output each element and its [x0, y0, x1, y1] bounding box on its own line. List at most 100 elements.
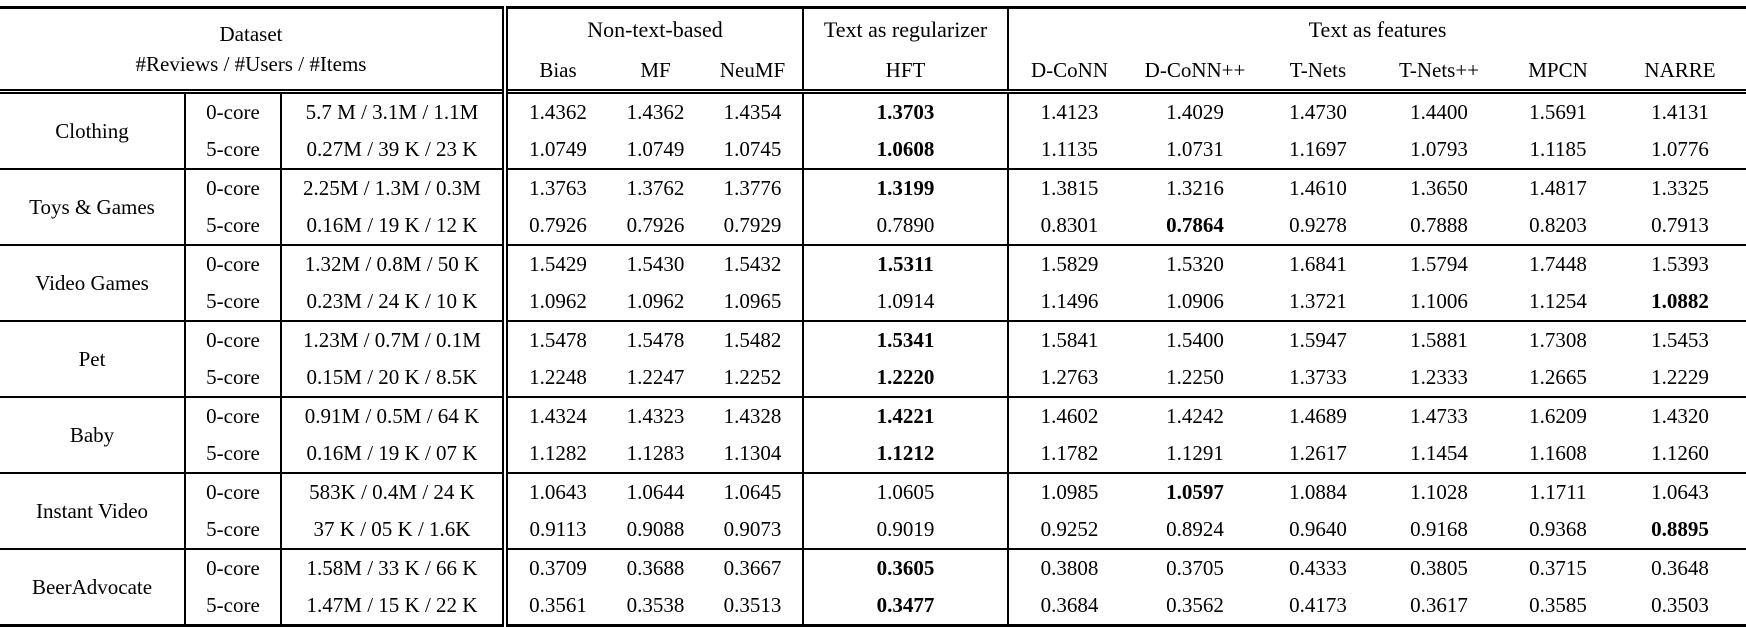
value-cell: 0.3617: [1410, 593, 1468, 618]
value-cell: 1.5311: [802, 244, 1009, 283]
core-cell: 0-core: [185, 472, 282, 511]
value-cell: 1.0962: [502, 283, 608, 321]
value-cell: 1.0914: [802, 283, 1009, 321]
core-cell: 0-core: [185, 90, 282, 131]
value-cell: 1.5947: [1260, 320, 1376, 359]
table-row: Instant Video 0-core 583K / 0.4M / 24 K 1.0…: [0, 472, 1746, 549]
value-cell: 1.0644: [608, 472, 703, 511]
value-cell: 1.5429: [502, 244, 608, 283]
value-cell: 1.0985: [1008, 472, 1130, 511]
value-cell: 0.9113: [502, 511, 608, 549]
value-cell: 0.3667: [703, 548, 803, 587]
table-row: 5-core 0.23M / 24 K / 10 K 1.0962 1.0962 1.0…: [0, 283, 1746, 321]
value-cell: 0.8895: [1651, 517, 1709, 542]
value-cell: 0.9073: [723, 517, 782, 542]
group-header-text-as-features: Text as features: [1308, 17, 1447, 43]
value-cell: 1.1135: [1041, 137, 1098, 162]
value-cell: 1.6841: [1260, 244, 1376, 283]
value-cell: 0.7864: [1166, 213, 1224, 238]
value-cell: 0.3562: [1166, 593, 1224, 618]
column-header-mpcn: MPCN: [1502, 51, 1614, 94]
value-cell: 1.5400: [1130, 320, 1260, 359]
group-header-text-as-regularizer: Text as regularizer: [802, 7, 1009, 51]
value-cell: 1.1697: [1289, 137, 1347, 162]
value-cell: 1.1028: [1376, 472, 1502, 511]
value-cell: 1.1282: [502, 435, 608, 473]
value-cell: 1.4131: [1614, 90, 1746, 131]
value-cell: 1.0965: [723, 289, 782, 314]
value-cell: 1.2617: [1289, 441, 1347, 466]
core-cell: 5-core: [185, 131, 282, 169]
table-row: 5-core 37 K / 05 K / 1.6K 0.9113 0.9088 0.90…: [0, 511, 1746, 549]
dataset-header-label: Dataset: [219, 21, 283, 46]
core-cell: 0-core: [185, 320, 282, 359]
table-row: Pet 0-core 1.23M / 0.7M / 0.1M 1.5478 1.5478…: [0, 320, 1746, 397]
value-cell: 1.4610: [1260, 168, 1376, 207]
value-cell: 1.3703: [802, 90, 1009, 131]
value-cell: 1.5341: [802, 320, 1009, 359]
value-cell: 0.3688: [608, 548, 703, 587]
value-cell: 1.4029: [1130, 90, 1260, 131]
value-cell: 1.0749: [626, 137, 685, 162]
value-cell: 1.4602: [1008, 396, 1130, 435]
value-cell: 1.2252: [723, 365, 782, 390]
value-cell: 1.4221: [802, 396, 1009, 435]
value-cell: 1.4362: [608, 90, 703, 131]
value-cell: 1.0793: [1410, 137, 1468, 162]
value-cell: 1.4400: [1376, 90, 1502, 131]
value-cell: 1.2250: [1166, 365, 1224, 390]
core-cell: 0-core: [185, 168, 282, 207]
value-cell: 0.3585: [1529, 593, 1587, 618]
value-cell: 1.4328: [703, 396, 803, 435]
value-cell: 1.0643: [1614, 472, 1746, 511]
value-cell: 1.0645: [703, 472, 803, 511]
column-header-dconn: D-CoNN: [1008, 51, 1130, 94]
value-cell: 0.9168: [1410, 517, 1468, 542]
table-row: Toys & Games 0-core 2.25M / 1.3M / 0.3M 1.3…: [0, 168, 1746, 245]
value-cell: 1.5320: [1130, 244, 1260, 283]
column-header-tnets: T-Nets: [1260, 51, 1376, 94]
table-row: 5-core 0.16M / 19 K / 07 K 1.1282 1.1283 1.1…: [0, 435, 1746, 473]
value-cell: 1.2248: [502, 359, 608, 397]
value-cell: 1.5841: [1008, 320, 1130, 359]
value-cell: 0.3477: [802, 587, 1009, 626]
value-cell: 1.3216: [1130, 168, 1260, 207]
value-cell: 1.2333: [1410, 365, 1468, 390]
stats-cell: 0.23M / 24 K / 10 K: [306, 289, 478, 314]
value-cell: 0.3648: [1614, 548, 1746, 587]
value-cell: 0.7913: [1651, 213, 1709, 238]
value-cell: 1.4733: [1376, 396, 1502, 435]
value-cell: 1.7308: [1502, 320, 1614, 359]
dataset-name-cell: Pet: [0, 320, 186, 397]
value-cell: 1.5482: [703, 320, 803, 359]
table-row: Video Games 0-core 1.32M / 0.8M / 50 K 1.54…: [0, 244, 1746, 321]
value-cell: 0.3684: [1040, 593, 1099, 618]
value-cell: 0.9278: [1289, 213, 1347, 238]
core-cell: 0-core: [185, 244, 282, 283]
value-cell: 1.0643: [502, 472, 608, 511]
value-cell: 1.4323: [608, 396, 703, 435]
value-cell: 1.5430: [608, 244, 703, 283]
value-cell: 0.3538: [626, 593, 685, 618]
value-cell: 1.5691: [1502, 90, 1614, 131]
stats-cell: 1.32M / 0.8M / 50 K: [281, 244, 505, 283]
value-cell: 1.4689: [1260, 396, 1376, 435]
value-cell: 1.3815: [1008, 168, 1130, 207]
stats-cell: 0.15M / 20 K / 8.5K: [306, 365, 478, 390]
table-row: BeerAdvocate 0-core 1.58M / 33 K / 66 K 0.3…: [0, 548, 1746, 626]
value-cell: 0.9368: [1529, 517, 1587, 542]
value-cell: 1.5881: [1376, 320, 1502, 359]
stats-cell: 583K / 0.4M / 24 K: [281, 472, 505, 511]
value-cell: 1.1454: [1410, 441, 1468, 466]
value-cell: 1.4354: [703, 90, 803, 131]
value-cell: 1.4324: [502, 396, 608, 435]
value-cell: 0.4333: [1260, 548, 1376, 587]
value-cell: 1.0749: [502, 131, 608, 169]
column-header-dconn-pp: D-CoNN++: [1130, 51, 1260, 94]
value-cell: 0.9088: [626, 517, 685, 542]
value-cell: 1.3762: [608, 168, 703, 207]
value-cell: 1.1304: [723, 441, 782, 466]
value-cell: 1.1782: [1040, 441, 1099, 466]
value-cell: 1.0882: [1651, 289, 1709, 314]
value-cell: 1.5453: [1614, 320, 1746, 359]
